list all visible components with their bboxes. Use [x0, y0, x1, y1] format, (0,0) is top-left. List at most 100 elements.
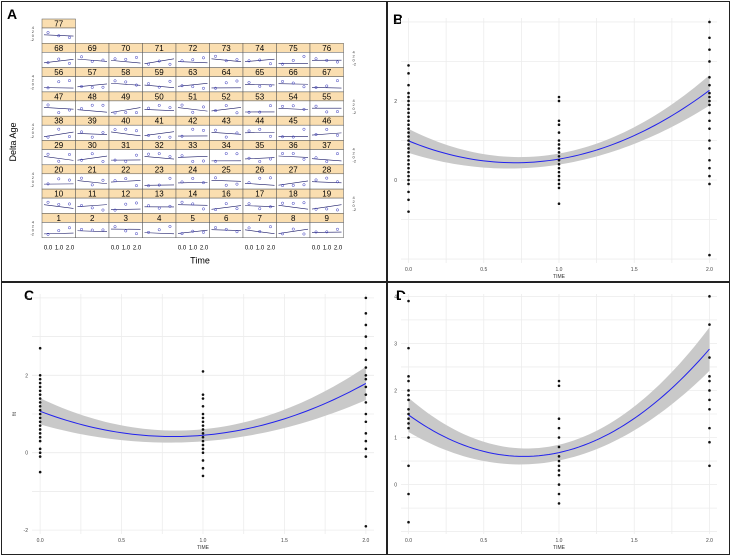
- data-point: [407, 119, 410, 123]
- data-point: [101, 131, 105, 134]
- trend-line: [244, 205, 275, 207]
- data-point: [258, 84, 262, 88]
- subject-label: 66: [289, 68, 298, 77]
- data-point: [168, 176, 172, 180]
- subject-label: 2: [90, 214, 95, 223]
- data-point: [407, 99, 410, 103]
- data-point: [325, 110, 329, 114]
- subject-label: 24: [188, 165, 197, 174]
- subject-label: 26: [255, 165, 264, 174]
- mini-plot: [209, 149, 244, 166]
- x-tick-label: 0.0: [111, 246, 120, 252]
- data-point: [364, 412, 368, 416]
- data-point: [407, 127, 410, 130]
- data-point: [291, 201, 295, 205]
- x-tick-label: 1.0: [556, 267, 563, 273]
- mini-plot: [309, 76, 344, 93]
- data-point: [90, 103, 94, 107]
- vertical-divider: [386, 1, 388, 554]
- data-point: [135, 184, 138, 188]
- data-point: [407, 147, 410, 150]
- y-tick-label: -2: [30, 37, 34, 42]
- data-point: [57, 127, 61, 131]
- subject-label: 7: [258, 214, 263, 223]
- data-point: [235, 131, 239, 135]
- data-point: [224, 135, 228, 139]
- data-point: [557, 186, 561, 190]
- data-point: [38, 451, 42, 455]
- fit-plot-c: 0.0 0.5 1.0 1.5 2.0 -2 0 2 4 TIME fit: [12, 294, 374, 551]
- y-tick-label: -2: [30, 134, 34, 139]
- data-point: [407, 166, 410, 170]
- data-point: [180, 103, 184, 107]
- data-point: [180, 84, 184, 88]
- subject-label: 42: [188, 117, 197, 126]
- data-point: [281, 152, 284, 155]
- data-point: [38, 381, 42, 385]
- data-point: [101, 178, 105, 182]
- data-point: [407, 162, 410, 166]
- data-point: [191, 127, 195, 131]
- data-point: [201, 466, 205, 470]
- data-point: [202, 86, 205, 90]
- trend-line: [77, 133, 108, 135]
- data-point: [224, 104, 228, 108]
- data-point: [191, 58, 195, 62]
- data-point: [201, 432, 205, 435]
- data-point: [202, 128, 205, 132]
- data-point: [157, 59, 161, 63]
- data-point: [124, 127, 128, 131]
- subject-label: 56: [54, 68, 63, 77]
- data-point: [557, 459, 561, 463]
- data-point: [302, 201, 306, 205]
- x-tick-label: 2.0: [362, 538, 369, 544]
- panel-label-a: A: [7, 6, 18, 22]
- data-point: [57, 57, 61, 61]
- data-point: [90, 152, 94, 156]
- data-point: [201, 424, 205, 427]
- data-point: [291, 58, 295, 62]
- data-point: [314, 207, 318, 211]
- data-point: [80, 55, 83, 59]
- data-point: [708, 389, 711, 392]
- data-point: [46, 31, 50, 34]
- data-point: [364, 335, 368, 338]
- data-point: [124, 159, 128, 163]
- subject-label: 43: [222, 117, 231, 126]
- data-point: [80, 130, 83, 134]
- trend-line: [177, 107, 208, 112]
- data-point: [407, 407, 410, 411]
- trend-line: [77, 180, 108, 185]
- data-point: [269, 205, 272, 209]
- data-point: [302, 55, 306, 58]
- data-point: [258, 207, 262, 211]
- subject-label: 5: [191, 214, 196, 223]
- subject-label: 27: [289, 165, 298, 174]
- data-point: [247, 181, 251, 185]
- subject-label: 12: [121, 190, 130, 199]
- data-point: [38, 346, 42, 350]
- data-point: [113, 111, 117, 115]
- data-point: [201, 428, 205, 431]
- data-point: [269, 176, 272, 180]
- data-point: [46, 86, 50, 90]
- y-tick-label: 4: [353, 98, 356, 103]
- data-point: [708, 440, 711, 444]
- data-point: [281, 62, 284, 66]
- x-tick-label: 2.0: [66, 246, 75, 252]
- data-point: [46, 61, 50, 65]
- panel-b: B. 0.00.51.01.52.0024TIMEfit: [389, 4, 727, 280]
- x-tick-label: 2.0: [334, 246, 343, 252]
- data-point: [38, 401, 42, 404]
- data-point: [38, 416, 42, 420]
- trend-line: [211, 58, 242, 63]
- data-point: [407, 139, 410, 142]
- x-tick-label: 2.0: [200, 246, 209, 252]
- mini-plot: [209, 76, 244, 93]
- data-point: [168, 155, 172, 159]
- subject-label: 39: [88, 117, 97, 126]
- data-point: [101, 228, 105, 232]
- data-point: [157, 183, 161, 187]
- data-point: [202, 159, 205, 163]
- y-tick-label: 0: [353, 106, 356, 111]
